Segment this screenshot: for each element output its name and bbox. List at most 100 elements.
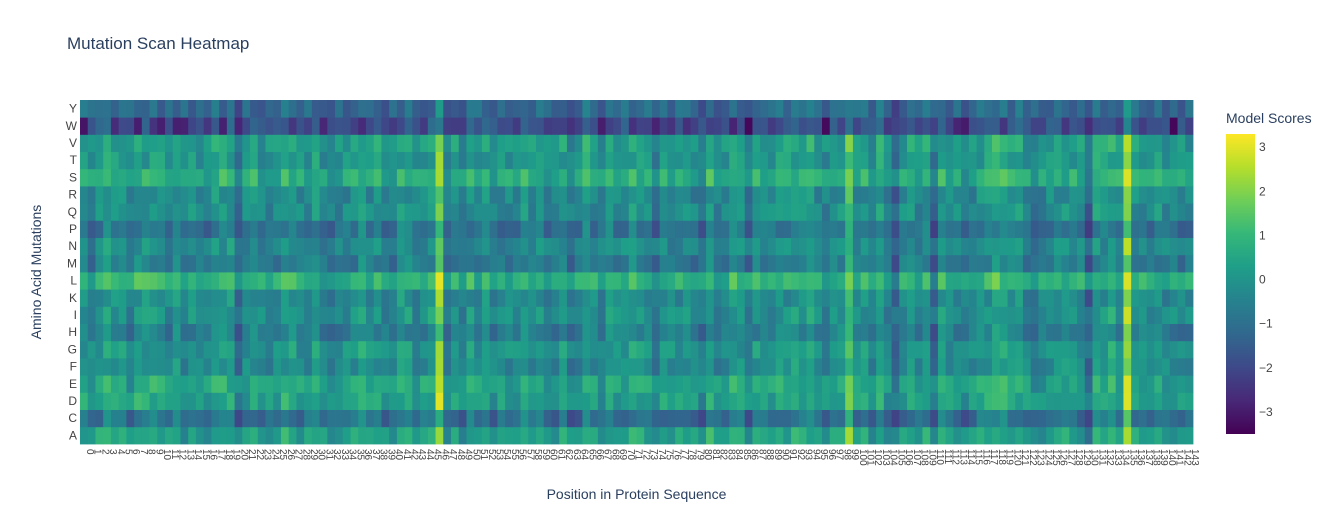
heatmap-cell xyxy=(651,392,661,410)
heatmap-cell xyxy=(80,237,89,256)
heatmap-cell xyxy=(497,186,506,204)
heatmap-cell xyxy=(961,306,970,324)
heatmap-cell xyxy=(358,134,367,152)
heatmap-cell xyxy=(713,151,722,170)
heatmap-cell xyxy=(899,254,908,273)
heatmap-cell xyxy=(945,220,954,238)
heatmap-cell xyxy=(365,426,375,445)
heatmap-cell xyxy=(868,409,877,428)
heatmap-cell xyxy=(528,186,537,204)
heatmap-cell xyxy=(791,220,800,238)
heatmap-cell xyxy=(118,340,127,359)
heatmap-cell xyxy=(373,375,382,393)
heatmap-cell xyxy=(767,340,777,359)
heatmap-cell xyxy=(489,358,498,376)
heatmap-cell xyxy=(365,203,375,221)
heatmap-cell xyxy=(466,100,475,118)
heatmap-cell xyxy=(559,117,568,135)
x-tick-label: 42 xyxy=(408,449,419,461)
heatmap-cell xyxy=(365,392,375,410)
heatmap-cell xyxy=(775,254,784,273)
y-tick-label: F xyxy=(70,360,77,374)
heatmap-cell xyxy=(690,392,699,410)
heatmap-cell xyxy=(798,168,807,187)
heatmap-cell xyxy=(1084,392,1093,410)
x-tick-label: 6 xyxy=(130,449,141,455)
x-tick-label: 68 xyxy=(609,449,620,461)
heatmap-cell xyxy=(961,237,970,256)
heatmap-cell xyxy=(350,272,359,290)
x-tick-label: 45 xyxy=(432,449,443,461)
heatmap-cell xyxy=(1131,168,1140,187)
heatmap-cell xyxy=(1177,426,1186,445)
heatmap-cell xyxy=(265,203,274,221)
heatmap-cell xyxy=(566,426,576,445)
heatmap-cell xyxy=(613,117,622,135)
heatmap-cell xyxy=(250,289,259,307)
heatmap-cell xyxy=(420,392,429,410)
heatmap-cell xyxy=(899,220,908,238)
heatmap-cell xyxy=(512,254,521,273)
heatmap-cell xyxy=(868,375,877,393)
heatmap-cell xyxy=(265,151,274,170)
heatmap-cell xyxy=(999,254,1008,273)
x-tick-label: 53 xyxy=(494,449,505,461)
heatmap-cell xyxy=(327,289,336,307)
heatmap-cell xyxy=(358,323,367,342)
heatmap-cell xyxy=(1038,134,1047,152)
x-tick-label: 96 xyxy=(826,449,837,461)
heatmap-cell xyxy=(1077,426,1086,445)
y-tick-label: P xyxy=(69,222,77,236)
heatmap-cell xyxy=(783,203,792,221)
heatmap-cell xyxy=(505,254,514,273)
heatmap-cell xyxy=(118,409,127,428)
heatmap-cell xyxy=(644,358,653,376)
heatmap-cell xyxy=(350,168,359,187)
heatmap-cell xyxy=(597,375,606,393)
heatmap-cell xyxy=(582,426,591,445)
heatmap-cell xyxy=(899,168,908,187)
heatmap-cell xyxy=(783,306,792,324)
heatmap-cell xyxy=(659,168,668,187)
heatmap-cell xyxy=(1007,289,1016,307)
heatmap-cell xyxy=(296,289,305,307)
heatmap-cell xyxy=(481,151,491,170)
heatmap-cell xyxy=(234,392,243,410)
heatmap-cell xyxy=(505,134,514,152)
heatmap-cell xyxy=(814,117,823,135)
heatmap-cell xyxy=(1030,100,1039,118)
heatmap-cell xyxy=(767,117,777,135)
heatmap-cell xyxy=(520,409,529,428)
x-tick-label: 88 xyxy=(764,449,775,461)
heatmap-cell xyxy=(1138,254,1148,273)
heatmap-cell xyxy=(211,186,220,204)
heatmap-cell xyxy=(1162,203,1171,221)
heatmap-cell xyxy=(876,117,885,135)
heatmap-cell xyxy=(126,426,135,445)
heatmap-cell xyxy=(721,168,730,187)
heatmap-cell xyxy=(775,117,784,135)
heatmap-cell xyxy=(103,203,112,221)
heatmap-cell xyxy=(837,409,846,428)
heatmap-cell xyxy=(396,392,406,410)
x-tick-label: 75 xyxy=(664,449,675,461)
colorbar-tick-label: 2 xyxy=(1259,184,1266,198)
heatmap-cell xyxy=(760,323,769,342)
heatmap-cell xyxy=(311,168,321,187)
heatmap-cell xyxy=(798,426,807,445)
heatmap-cell xyxy=(335,272,344,290)
heatmap-cell xyxy=(914,151,923,170)
heatmap-cell xyxy=(845,306,854,324)
heatmap-cell xyxy=(420,375,429,393)
heatmap-cell xyxy=(682,392,692,410)
x-tick-label: 143 xyxy=(1189,449,1200,466)
heatmap-cell xyxy=(474,272,483,290)
heatmap-cell xyxy=(868,220,877,238)
heatmap-cell xyxy=(984,340,993,359)
heatmap-cell xyxy=(1084,254,1093,273)
heatmap-cell xyxy=(597,237,606,256)
heatmap-cell xyxy=(613,168,622,187)
heatmap-cell xyxy=(489,168,498,187)
heatmap-cell xyxy=(342,289,351,307)
heatmap-cell xyxy=(211,151,220,170)
